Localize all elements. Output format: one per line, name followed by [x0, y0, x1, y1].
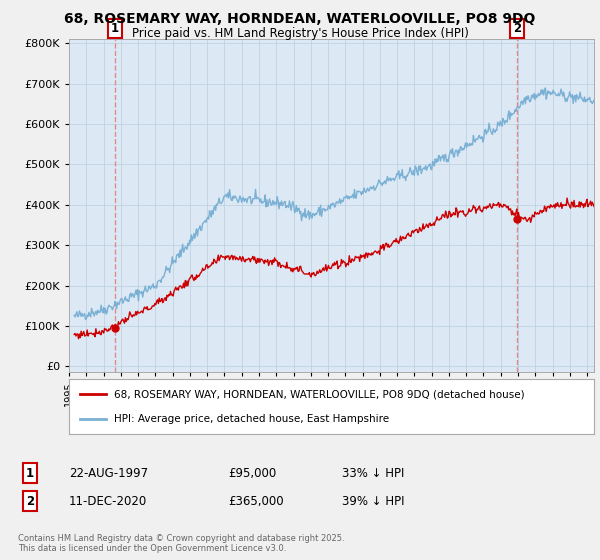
- Text: 68, ROSEMARY WAY, HORNDEAN, WATERLOOVILLE, PO8 9DQ: 68, ROSEMARY WAY, HORNDEAN, WATERLOOVILL…: [64, 12, 536, 26]
- Text: 39% ↓ HPI: 39% ↓ HPI: [342, 494, 404, 508]
- Text: 2: 2: [513, 22, 521, 35]
- Text: Contains HM Land Registry data © Crown copyright and database right 2025.
This d: Contains HM Land Registry data © Crown c…: [18, 534, 344, 553]
- Text: Price paid vs. HM Land Registry's House Price Index (HPI): Price paid vs. HM Land Registry's House …: [131, 27, 469, 40]
- Text: 11-DEC-2020: 11-DEC-2020: [69, 494, 147, 508]
- Text: 68, ROSEMARY WAY, HORNDEAN, WATERLOOVILLE, PO8 9DQ (detached house): 68, ROSEMARY WAY, HORNDEAN, WATERLOOVILL…: [113, 390, 524, 399]
- Text: £95,000: £95,000: [228, 466, 276, 480]
- Text: 2: 2: [26, 494, 34, 508]
- Text: 1: 1: [110, 22, 119, 35]
- Text: 1: 1: [26, 466, 34, 480]
- Text: 33% ↓ HPI: 33% ↓ HPI: [342, 466, 404, 480]
- Text: 22-AUG-1997: 22-AUG-1997: [69, 466, 148, 480]
- Text: £365,000: £365,000: [228, 494, 284, 508]
- Text: HPI: Average price, detached house, East Hampshire: HPI: Average price, detached house, East…: [113, 414, 389, 423]
